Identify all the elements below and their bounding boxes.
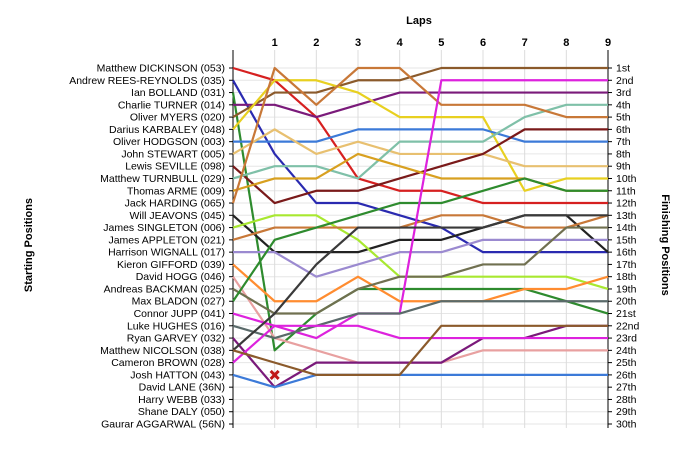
starting-position-label: Josh HATTON (043) <box>130 369 225 381</box>
finishing-position-label: 12th <box>616 198 637 210</box>
lap-tick-label: 5 <box>438 37 444 49</box>
finishing-position-label: 3rd <box>616 87 631 99</box>
series-line <box>232 214 609 241</box>
finishing-position-label: 10th <box>616 173 637 185</box>
y-axis-title-right: Finishing Positions <box>659 194 671 295</box>
lap-tick-label: 6 <box>480 37 486 49</box>
annotation-markers <box>269 369 280 380</box>
series-line <box>232 66 608 119</box>
x-axis-title: Laps <box>406 15 432 27</box>
lap-tick-label: 7 <box>522 37 528 49</box>
starting-position-label: Ian BOLLAND (031) <box>131 87 225 99</box>
series-line <box>232 324 608 364</box>
starting-position-label: Ryan GARVEY (032) <box>127 333 225 345</box>
starting-position-label: David LANE (36N) <box>139 382 225 394</box>
finishing-position-label: 14th <box>616 222 637 234</box>
finishing-position-label: 8th <box>616 148 631 160</box>
starting-position-label: Luke HUGHES (016) <box>127 320 225 332</box>
retired-marker-icon <box>269 369 280 380</box>
starting-position-label: James APPLETON (021) <box>108 234 225 246</box>
finishing-position-label: 9th <box>616 161 631 173</box>
starting-position-label: Connor JUPP (041) <box>134 308 225 320</box>
finishing-position-label: 15th <box>616 234 637 246</box>
lap-tick-labels: 1 2 3 4 5 6 7 8 9 <box>272 37 611 49</box>
starting-position-label: Charlie TURNER (014) <box>118 99 225 111</box>
lap-tick-label: 3 <box>355 37 361 49</box>
starting-position-label: Darius KARBALEY (048) <box>109 124 225 136</box>
series-line <box>232 300 608 340</box>
finishing-position-label: 30th <box>616 419 637 431</box>
series-line <box>232 214 608 352</box>
starting-position-label: Oliver MYERS (020) <box>130 112 225 124</box>
finishing-position-label: 20th <box>616 296 637 308</box>
finishing-position-label: 4th <box>616 99 631 111</box>
starting-position-label: Andreas BACKMAN (025) <box>104 283 225 295</box>
starting-position-label: Harry WEBB (033) <box>138 394 225 406</box>
starting-position-label: Will JEAVONS (045) <box>130 210 226 222</box>
starting-position-label: David HOGG (046) <box>136 271 225 283</box>
series-line <box>233 128 608 143</box>
series-lines <box>231 66 609 389</box>
finishing-position-label: 18th <box>616 271 637 283</box>
finishing-position-label: 5th <box>616 112 631 124</box>
finishing-position-label: 28th <box>616 394 637 406</box>
starting-position-label: Matthew DICKINSON (053) <box>97 63 225 75</box>
series-line <box>232 79 608 192</box>
lap-tick-label: 2 <box>313 37 319 49</box>
series-line <box>232 226 608 315</box>
starting-position-label: Matthew NICOLSON (038) <box>100 345 225 357</box>
y-axis-title-left: Starting Positions <box>23 198 35 292</box>
finishing-position-label: 25th <box>616 357 637 369</box>
finishing-position-label: 22nd <box>616 320 640 332</box>
series-line <box>232 128 608 168</box>
finishing-position-label: 23rd <box>616 333 637 345</box>
finishing-position-label: 1st <box>616 63 630 75</box>
finishing-position-label: 2nd <box>616 75 634 87</box>
starting-position-label: Kieron GIFFORD (039) <box>117 259 225 271</box>
series-line <box>231 66 608 204</box>
finishing-position-label: 19th <box>616 283 637 295</box>
finishing-position-label: 11th <box>616 185 636 197</box>
starting-position-label: Shane DALY (050) <box>138 406 225 418</box>
lap-tick-label: 9 <box>605 37 611 49</box>
series-line <box>232 324 608 389</box>
lap-tick-label: 8 <box>563 37 569 49</box>
series-line <box>232 263 609 303</box>
finishing-position-label: 6th <box>616 124 631 136</box>
finishing-position-label: 27th <box>616 382 637 394</box>
series-line <box>233 91 608 119</box>
starting-position-label: Oliver HODGSON (003) <box>113 136 225 148</box>
series-line <box>232 373 608 389</box>
lap-tick-label: 4 <box>397 37 404 49</box>
lap-tick-label: 1 <box>272 37 278 49</box>
finishing-position-label: 13th <box>616 210 637 222</box>
series-line <box>233 238 608 278</box>
starting-position-label: Harrison WIGNALL (017) <box>108 247 225 259</box>
starting-position-label: Gaurar AGGARWAL (56N) <box>101 419 225 431</box>
finishing-position-label: 26th <box>616 369 637 381</box>
starting-position-label: Max BLADON (027) <box>132 296 225 308</box>
starting-position-label: James SINGLETON (006) <box>103 222 225 234</box>
finishing-position-label: 24th <box>616 345 637 357</box>
finishing-position-label: 17th <box>616 259 637 271</box>
series-line <box>232 79 608 340</box>
finishing-position-label: 29th <box>616 406 637 418</box>
finishing-position-label: 16th <box>616 247 637 259</box>
starting-position-label: Lewis SEVILLE (098) <box>125 161 225 173</box>
starting-position-label: Andrew REES-REYNOLDS (035) <box>69 75 225 87</box>
starting-position-labels: Matthew DICKINSON (053)Andrew REES-REYNO… <box>69 63 225 431</box>
starting-position-label: John STEWART (005) <box>121 148 225 160</box>
starting-position-label: Cameron BROWN (028) <box>111 357 225 369</box>
starting-position-label: Thomas ARME (009) <box>127 185 225 197</box>
finishing-position-labels: 1st2nd3rd4th5th6th7th8th9th10th11th12th1… <box>616 63 640 431</box>
finishing-position-label: 21st <box>616 308 636 320</box>
starting-position-label: Matthew TURNBULL (029) <box>100 173 225 185</box>
starting-position-label: Jack HARDING (065) <box>125 198 225 210</box>
series-line <box>232 324 608 376</box>
finishing-position-label: 7th <box>616 136 631 148</box>
